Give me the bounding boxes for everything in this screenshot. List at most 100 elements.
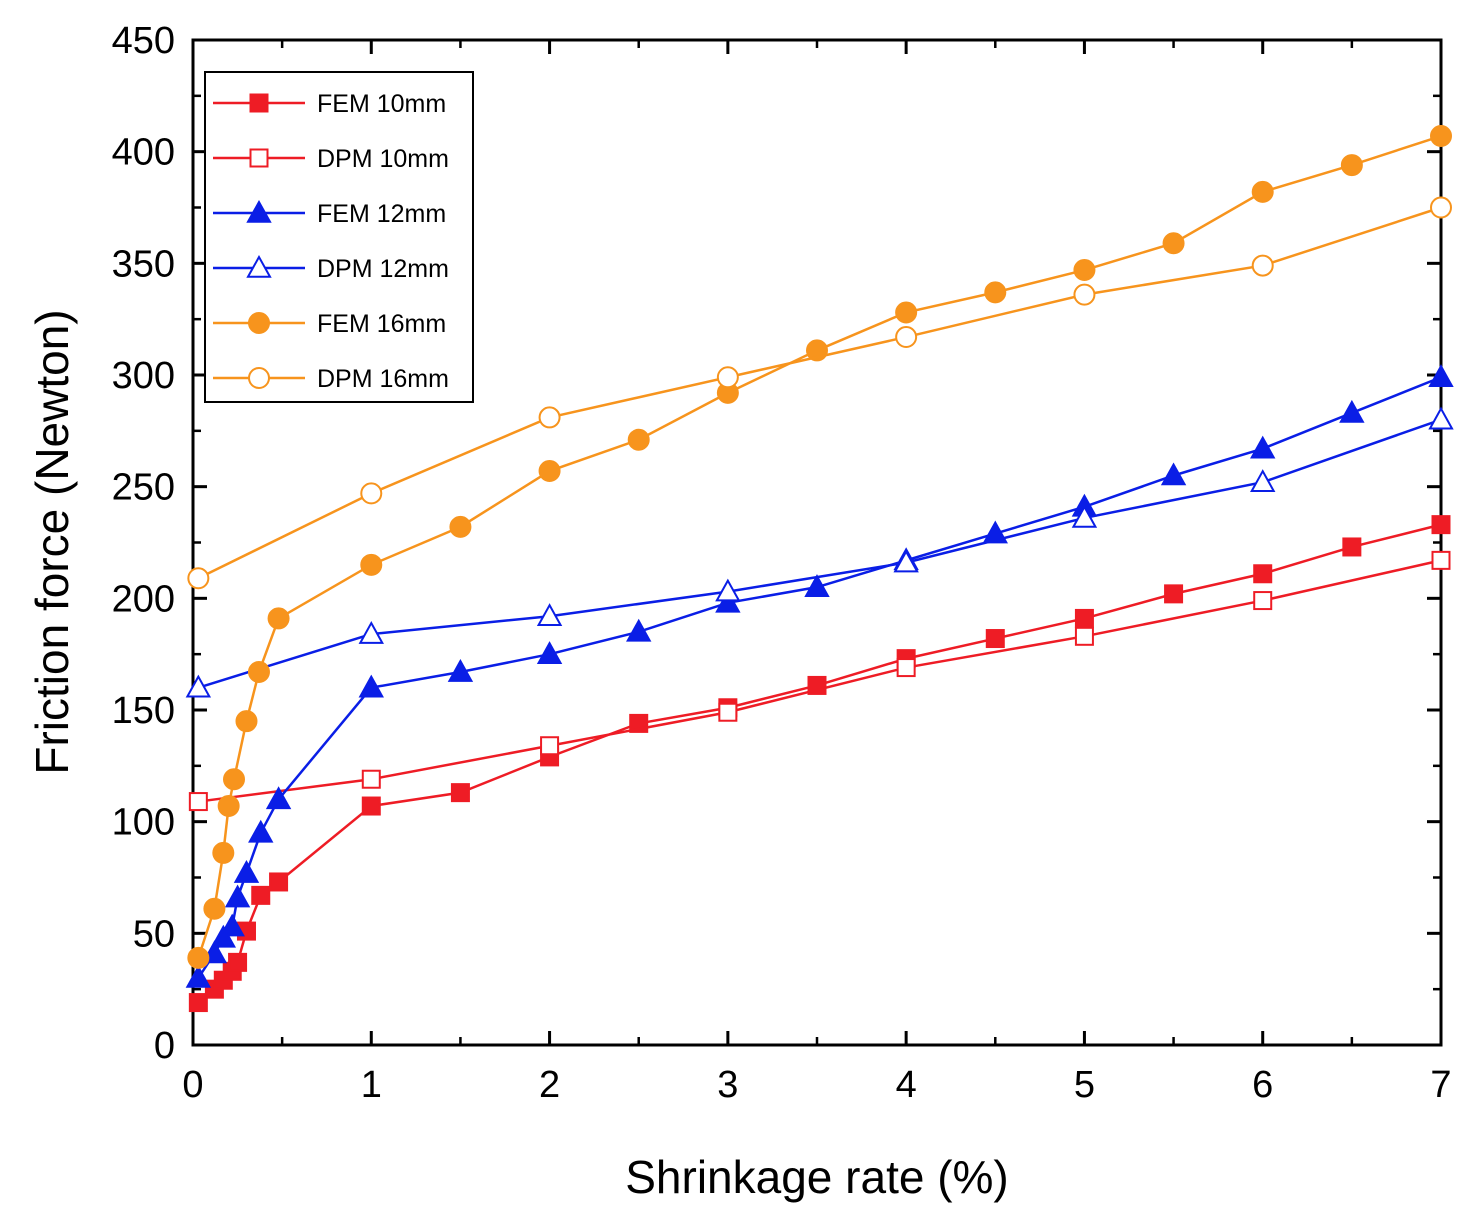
data-point-fem-10mm: [1164, 584, 1184, 604]
data-point-fem-10mm: [1074, 608, 1094, 628]
data-point-fem-12mm: [536, 641, 563, 664]
legend-label-fem-16mm: FEM 16mm: [317, 310, 446, 338]
y-tick-label: 350: [112, 243, 175, 285]
data-point-fem-12mm: [358, 674, 384, 698]
series-fem-12mm: [185, 364, 1454, 988]
series-layer: [185, 125, 1454, 1013]
data-point-fem-10mm: [269, 872, 289, 892]
data-point-fem-12mm: [982, 520, 1008, 544]
data-point-fem-10mm: [251, 885, 271, 905]
legend: FEM 10mm DPM 10mm FEM 12mm DPM 12mm FEM 16mm…: [204, 71, 474, 403]
data-point-dpm-16mm: [187, 567, 210, 590]
data-point-fem-12mm: [233, 859, 260, 883]
data-point-fem-10mm: [1342, 537, 1362, 557]
data-point-dpm-16mm: [895, 326, 918, 349]
data-point-dpm-10mm: [188, 792, 208, 812]
x-axis-title: Shrinkage rate (%): [625, 1151, 1009, 1203]
data-point-fem-16mm: [627, 428, 650, 451]
data-point-dpm-10mm: [1431, 550, 1451, 570]
data-point-fem-10mm: [985, 629, 1005, 649]
x-tick-label: 7: [1430, 1064, 1451, 1106]
series-line-dpm-10mm: [198, 559, 1442, 803]
data-point-fem-10mm: [1253, 564, 1273, 584]
data-point-fem-16mm: [895, 301, 918, 324]
data-point-fem-12mm: [1339, 399, 1365, 423]
data-point-fem-12mm: [185, 964, 212, 988]
data-point-dpm-10mm: [1074, 626, 1094, 646]
y-tick-label: 50: [133, 913, 175, 955]
y-tick-label: 300: [112, 355, 175, 397]
series-line-dpm-16mm: [197, 206, 1442, 580]
y-tick-label: 250: [112, 467, 175, 509]
x-tick-label: 1: [361, 1064, 382, 1106]
data-point-dpm-16mm: [1251, 254, 1274, 277]
legend-box: [204, 71, 474, 403]
legend-marker-fem-10mm: [249, 93, 269, 113]
data-point-fem-12mm: [715, 589, 741, 613]
data-point-fem-16mm: [984, 281, 1007, 304]
data-point-fem-12mm: [219, 913, 245, 937]
tick-labels: 0 1 2 3 4 5 6 7 0 50 100 150 200 250 300 350 400 450: [112, 20, 1452, 1106]
data-point-fem-16mm: [538, 460, 561, 483]
data-point-fem-12mm: [447, 658, 474, 682]
legend-label-dpm-12mm: DPM 12mm: [317, 255, 449, 283]
data-point-fem-12mm: [626, 618, 652, 642]
x-tick-label: 5: [1074, 1064, 1095, 1106]
data-point-dpm-10mm: [718, 702, 738, 722]
data-point-fem-16mm: [1251, 180, 1274, 203]
data-point-fem-16mm: [1073, 259, 1096, 282]
data-point-dpm-10mm: [361, 769, 381, 789]
data-point-fem-10mm: [188, 993, 208, 1013]
legend-marker-fem-16mm: [248, 312, 270, 334]
data-point-dpm-16mm: [538, 406, 561, 429]
series-line-dpm-12mm: [197, 418, 1442, 689]
y-tick-label: 450: [112, 20, 175, 62]
data-point-fem-16mm: [1340, 154, 1363, 177]
x-tick-label: 0: [182, 1064, 203, 1106]
data-point-dpm-16mm: [1430, 196, 1452, 219]
data-point-fem-10mm: [361, 796, 381, 816]
data-point-dpm-16mm: [360, 482, 383, 505]
legend-label-fem-12mm: FEM 12mm: [317, 200, 446, 228]
y-tick-label: 100: [112, 802, 175, 844]
data-point-fem-16mm: [203, 897, 226, 920]
data-point-fem-12mm: [210, 924, 237, 948]
data-point-dpm-12mm: [893, 549, 919, 573]
legend-marker-fem-12mm: [246, 199, 272, 223]
data-point-fem-12mm: [224, 884, 251, 908]
data-point-fem-16mm: [212, 841, 235, 864]
x-tick-label: 6: [1252, 1064, 1273, 1106]
legend-label-fem-10mm: FEM 10mm: [317, 90, 446, 118]
data-point-dpm-12mm: [715, 578, 741, 602]
legend-label-dpm-16mm: DPM 16mm: [317, 365, 449, 393]
data-point-fem-12mm: [248, 819, 274, 843]
data-point-fem-12mm: [1250, 435, 1276, 459]
legend-marker-dpm-12mm: [246, 254, 272, 278]
data-point-dpm-16mm: [716, 366, 739, 389]
y-tick-label: 400: [112, 132, 175, 174]
data-point-dpm-10mm: [540, 736, 560, 756]
y-axis-title: Friction force (Newton): [26, 309, 78, 774]
data-point-dpm-10mm: [1253, 591, 1273, 611]
data-point-dpm-12mm: [185, 674, 212, 698]
data-point-dpm-12mm: [1250, 469, 1276, 492]
data-point-fem-16mm: [360, 553, 383, 576]
data-point-dpm-12mm: [536, 603, 563, 626]
series-dpm-16mm: [187, 196, 1452, 590]
data-point-dpm-10mm: [896, 658, 916, 678]
y-tick-label: 150: [112, 690, 175, 732]
legend-marker-dpm-10mm: [249, 148, 269, 168]
data-point-fem-12mm: [1160, 462, 1187, 486]
data-point-fem-16mm: [247, 661, 270, 684]
data-point-fem-12mm: [804, 574, 830, 597]
data-point-dpm-12mm: [358, 621, 384, 644]
x-tick-label: 2: [539, 1064, 560, 1106]
series-fem-16mm: [187, 125, 1452, 969]
data-point-fem-16mm: [235, 710, 258, 733]
data-point-fem-16mm: [1430, 125, 1452, 148]
data-point-fem-10mm: [450, 783, 470, 803]
data-point-fem-10mm: [1431, 515, 1451, 535]
data-point-fem-12mm: [1428, 364, 1454, 388]
